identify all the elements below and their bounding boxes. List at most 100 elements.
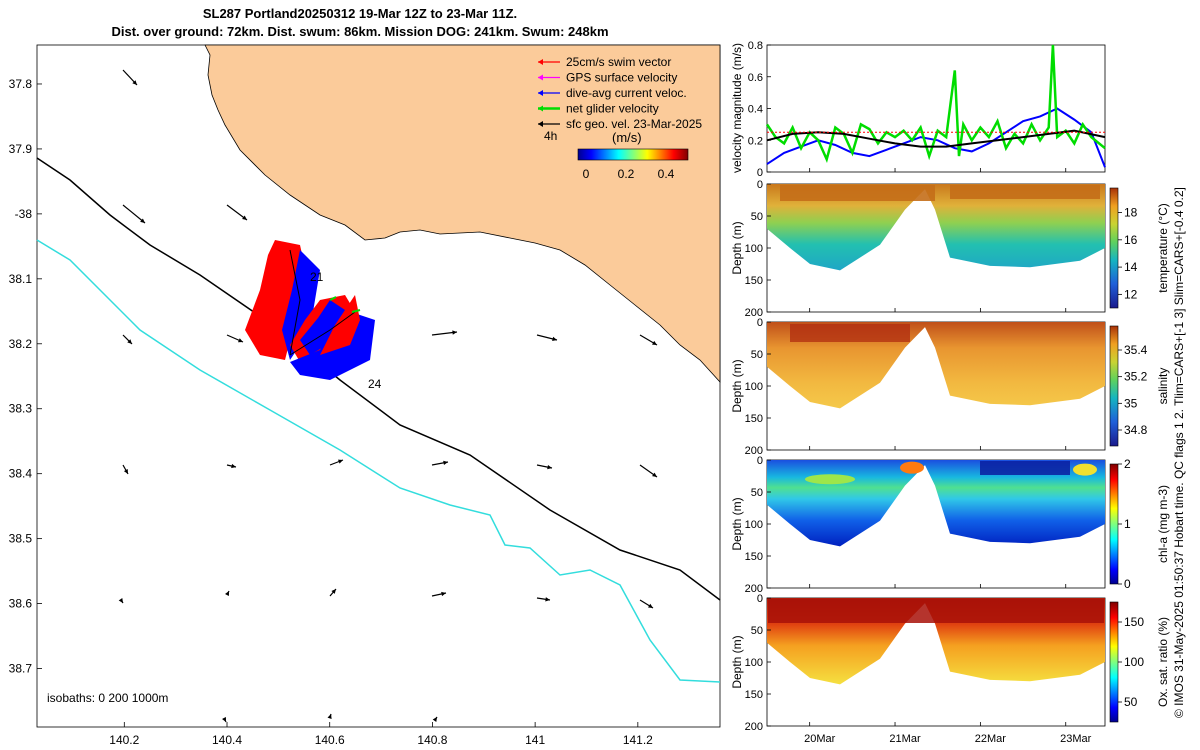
- section-3-cbar-tick-label-0: 50: [1124, 695, 1138, 709]
- geo-arrow: [639, 334, 658, 346]
- geo-arrow: [329, 588, 337, 597]
- speed-colorbar-tick-0: 0: [583, 167, 590, 181]
- geo-arrow: [118, 598, 124, 604]
- chl-max-patch-2: [900, 461, 924, 474]
- geo-arrow: [431, 460, 449, 466]
- swim-vector-patch-3: [320, 295, 360, 355]
- section-3-cbar-tick-label-1: 100: [1124, 655, 1144, 669]
- section-3-ytick-label-2: 100: [745, 657, 763, 669]
- section-2-cbar-label: chl-a (mg m-3): [1156, 485, 1170, 563]
- section-0-cbar-tick-label-2: 16: [1124, 233, 1138, 247]
- colorbar-units: (m/s): [612, 130, 642, 145]
- velocity-panel: 0 0.2 0.4 0.6 0.8 velocity magnitude (m/s): [730, 40, 1106, 179]
- isobath-label: isobaths: 0 200 1000m: [47, 691, 168, 705]
- section-2-ytick-label-1: 50: [751, 487, 763, 499]
- map-xtick-label-3: 140.8: [417, 733, 447, 747]
- date-tick-label-3: 23Mar: [1060, 733, 1092, 745]
- geo-arrow: [122, 204, 146, 224]
- section-0-ytick-label-0: 0: [757, 179, 763, 191]
- map-ytick-label-4: 38.2: [9, 337, 33, 351]
- map-ytick-label-9: 38.7: [9, 662, 33, 676]
- velocity-ytick-label-2: 0.4: [748, 104, 763, 116]
- section-1-cbar-label: salinity: [1156, 368, 1170, 405]
- map-panel: 21 24 25cm/s swim vector GPS surface velo…: [9, 44, 721, 747]
- section-3-ylabel: Depth (m): [730, 635, 744, 688]
- section-2-ytick-label-4: 200: [745, 583, 763, 595]
- section-1-ytick-label-4: 200: [745, 445, 763, 457]
- legend-item-4: sfc geo. vel. 23-Mar-2025: [538, 117, 702, 131]
- geo-arrow: [639, 599, 654, 609]
- map-ytick-label-3: 38.1: [9, 272, 33, 286]
- geo-arrow: [122, 69, 138, 86]
- velocity-series-1: [765, 44, 1106, 164]
- velocity-ytick-label-0: 0: [757, 167, 763, 179]
- speed-colorbar-tick-2: 0.4: [658, 167, 675, 181]
- geo-arrow: [432, 716, 438, 722]
- map-axes: 140.2 140.4 140.6 140.8 141 141.2 37.8 37.9 -38 3…: [9, 77, 654, 747]
- salinity-high-layer: [790, 324, 910, 342]
- geo-arrow: [639, 464, 658, 478]
- map-ytick-label-7: 38.5: [9, 532, 33, 546]
- isobath-200m: [36, 157, 721, 601]
- legend-arrowhead-3: [538, 105, 543, 112]
- coastline-land: [204, 44, 721, 384]
- section-2-cbar-tick-label-2: 2: [1124, 457, 1131, 471]
- temp-warm-layer-1: [780, 185, 935, 201]
- map-ytick-label-8: 38.6: [9, 597, 33, 611]
- map-xtick-label-4: 141: [525, 733, 545, 747]
- geo-arrow: [536, 597, 551, 602]
- section-1-cbar-tick-label-2: 35.2: [1124, 370, 1148, 384]
- speed-colorbar-ticks: 0 0.2 0.4: [583, 167, 675, 181]
- day-label-21: 21: [310, 270, 324, 284]
- velocity-axes: 0 0.2 0.4 0.6 0.8: [748, 40, 1067, 179]
- isobath-1000m: [36, 239, 721, 683]
- section-3-ytick-label-1: 50: [751, 625, 763, 637]
- map-xtick-label-0: 140.2: [109, 733, 139, 747]
- legend-item-2: dive-avg current veloc.: [538, 86, 687, 100]
- net-velocity-mark: [329, 296, 337, 301]
- section-field-0: [767, 184, 1105, 271]
- velocity-ytick-label-1: 0.2: [748, 135, 763, 147]
- section-panel-0: 0 50 100 150 200 Depth (m) 12 14 16 18 temperature…: [730, 179, 1170, 319]
- velocity-ytick-label-3: 0.6: [748, 72, 763, 84]
- section-1-colorbar: [1109, 325, 1119, 447]
- temp-warm-layer-2: [950, 185, 1100, 199]
- geo-arrow: [327, 713, 332, 719]
- speed-colorbar: [577, 148, 689, 161]
- map-xtick-label-2: 140.6: [315, 733, 345, 747]
- current-vector-patch-1: [282, 250, 320, 360]
- section-2-ytick-label-3: 150: [745, 551, 763, 563]
- glider-track: [245, 240, 375, 380]
- geo-arrow: [225, 590, 230, 596]
- track-line: [289, 249, 301, 356]
- velocity-series: [765, 44, 1106, 168]
- section-0-cbar-tick-label-3: 18: [1124, 206, 1138, 220]
- geostrophic-velocity-arrows: [118, 69, 658, 723]
- section-0-ytick-label-1: 50: [751, 211, 763, 223]
- date-tick-label-1: 21Mar: [889, 733, 921, 745]
- geo-arrow: [536, 334, 558, 342]
- legend-item-1: GPS surface velocity: [538, 71, 677, 85]
- geo-arrow: [122, 334, 133, 345]
- legend-item-3: net glider velocity: [538, 102, 659, 116]
- section-3-ytick-label-0: 0: [757, 593, 763, 605]
- section-2-cbar-tick-label-0: 0: [1124, 577, 1131, 591]
- figure-title-line2: Dist. over ground: 72km. Dist. swum: 86k…: [111, 24, 609, 39]
- geo-arrow: [431, 591, 447, 597]
- section-0-cbar-tick-label-1: 14: [1124, 260, 1138, 274]
- chl-low-patch: [980, 461, 1070, 475]
- legend-arrowhead-1: [538, 74, 543, 81]
- section-3-cbar-tick-label-2: 150: [1124, 615, 1144, 629]
- section-0-ytick-label-2: 100: [745, 243, 763, 255]
- legend-label-0: 25cm/s swim vector: [566, 55, 671, 69]
- section-0-ytick-label-4: 200: [745, 307, 763, 319]
- geo-arrow: [536, 464, 553, 470]
- section-2-ytick-label-2: 100: [745, 519, 763, 531]
- side-note: © IMOS 31-May-2025 01:50:37 Hobart time.…: [1172, 187, 1186, 718]
- legend-arrowhead-4: [538, 121, 543, 127]
- map-ytick-label-0: 37.8: [9, 77, 33, 91]
- geo-arrow: [226, 204, 248, 221]
- section-2-ytick-label-0: 0: [757, 455, 763, 467]
- legend-item-0: 25cm/s swim vector: [538, 55, 671, 69]
- section-panel-1: 0 50 100 150 200 Depth (m) 34.8 35 35.2 35.4 salin…: [730, 317, 1170, 457]
